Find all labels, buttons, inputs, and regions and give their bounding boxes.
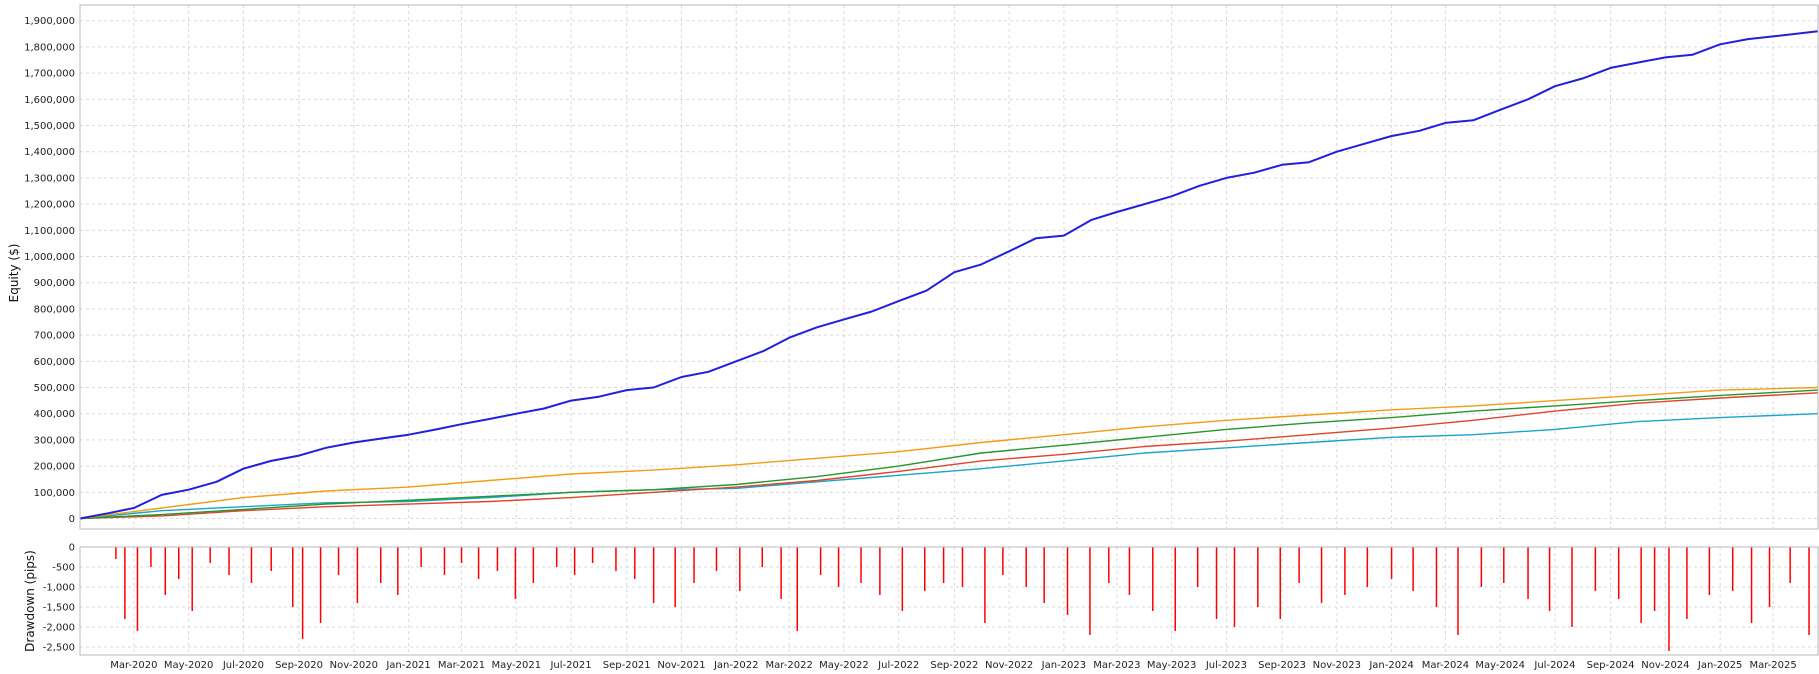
x-tick-label: Mar-2025 <box>1749 660 1796 671</box>
equity-gridlines <box>80 5 1818 529</box>
equity-series-line <box>79 386 1819 520</box>
equity-y-tick-label: 700,000 <box>34 331 75 342</box>
drawdown-y-axis-label: Drawdown (pips) <box>23 550 37 652</box>
equity-y-tick-label: 1,600,000 <box>24 95 75 106</box>
x-tick-label: Mar-2021 <box>438 660 485 671</box>
x-tick-label: May-2022 <box>819 660 869 671</box>
equity-series-line <box>79 30 1819 520</box>
drawdown-bars <box>115 547 1810 651</box>
equity-y-tick-label: 1,500,000 <box>24 121 75 132</box>
x-tick-label: Jul-2021 <box>549 660 591 671</box>
drawdown-plot-frame <box>79 546 1819 656</box>
equity-y-tick-label: 1,000,000 <box>24 252 75 263</box>
equity-y-tick-label: 100,000 <box>34 488 75 499</box>
x-tick-label: Nov-2023 <box>1313 660 1361 671</box>
x-tick-label: Nov-2021 <box>657 660 705 671</box>
x-tick-label: Jul-2024 <box>1533 660 1575 671</box>
x-tick-label: May-2020 <box>164 660 214 671</box>
equity-y-tick-labels: 0 100,000 200,000 300,000 400,000 500,000 600,… <box>24 16 75 525</box>
x-tick-label: Mar-2022 <box>766 660 813 671</box>
x-tick-label: Sep-2022 <box>930 660 978 671</box>
equity-y-tick-label: 600,000 <box>34 357 75 368</box>
x-tick-label: Jan-2025 <box>1697 660 1742 671</box>
x-tick-label: Jul-2022 <box>877 660 919 671</box>
equity-lines <box>79 30 1819 520</box>
equity-y-tick-label: 0 <box>69 514 75 525</box>
x-tick-labels: Mar-2020 May-2020 Jul-2020 Sep-2020 Nov-2020… <box>110 660 1797 671</box>
equity-y-tick-label: 1,400,000 <box>24 147 75 158</box>
x-tick-label: Jan-2022 <box>713 660 758 671</box>
x-tick-label: May-2021 <box>492 660 542 671</box>
x-tick-label: Sep-2020 <box>275 660 323 671</box>
equity-y-tick-label: 1,100,000 <box>24 226 75 237</box>
equity-y-tick-label: 1,800,000 <box>24 42 75 53</box>
equity-plot-frame <box>79 4 1819 530</box>
x-tick-label: Mar-2020 <box>110 660 157 671</box>
x-tick-label: Jan-2021 <box>385 660 430 671</box>
x-tick-label: Jan-2024 <box>1368 660 1413 671</box>
drawdown-gridlines <box>80 546 1818 655</box>
equity-series-line <box>79 389 1819 520</box>
equity-series-line <box>79 392 1819 520</box>
x-tick-label: Jul-2023 <box>1205 660 1247 671</box>
equity-y-tick-label: 1,300,000 <box>24 173 75 184</box>
drawdown-y-tick-label: -500 <box>52 563 75 574</box>
x-tick-label: Mar-2024 <box>1422 660 1469 671</box>
drawdown-y-tick-label: -2,500 <box>43 643 75 654</box>
equity-y-tick-label: 800,000 <box>34 304 75 315</box>
equity-y-tick-label: 900,000 <box>34 278 75 289</box>
x-tick-label: Sep-2023 <box>1258 660 1306 671</box>
equity-y-tick-label: 1,700,000 <box>24 69 75 80</box>
drawdown-y-tick-labels: 0 -500 -1,000 -1,500 -2,000 -2,500 <box>43 543 75 654</box>
x-tick-label: Nov-2024 <box>1641 660 1689 671</box>
drawdown-y-tick-label: -1,000 <box>43 583 75 594</box>
x-tick-label: Jan-2023 <box>1041 660 1086 671</box>
x-tick-label: Mar-2023 <box>1093 660 1140 671</box>
equity-y-tick-label: 1,900,000 <box>24 16 75 27</box>
x-tick-label: Nov-2022 <box>985 660 1033 671</box>
drawdown-y-tick-label: 0 <box>69 543 75 554</box>
x-tick-label: Nov-2020 <box>330 660 378 671</box>
x-tick-label: Sep-2024 <box>1587 660 1635 671</box>
equity-y-tick-label: 400,000 <box>34 409 75 420</box>
x-tick-label: May-2024 <box>1475 660 1525 671</box>
x-tick-label: May-2023 <box>1147 660 1197 671</box>
equity-y-tick-label: 200,000 <box>34 462 75 473</box>
equity-y-tick-label: 1,200,000 <box>24 200 75 211</box>
drawdown-y-tick-label: -1,500 <box>43 603 75 614</box>
drawdown-y-tick-label: -2,000 <box>43 623 75 634</box>
equity-y-tick-label: 300,000 <box>34 435 75 446</box>
x-tick-label: Sep-2021 <box>603 660 651 671</box>
equity-y-axis-label: Equity ($) <box>7 244 21 303</box>
x-tick-label: Jul-2020 <box>222 660 264 671</box>
equity-y-tick-label: 500,000 <box>34 383 75 394</box>
